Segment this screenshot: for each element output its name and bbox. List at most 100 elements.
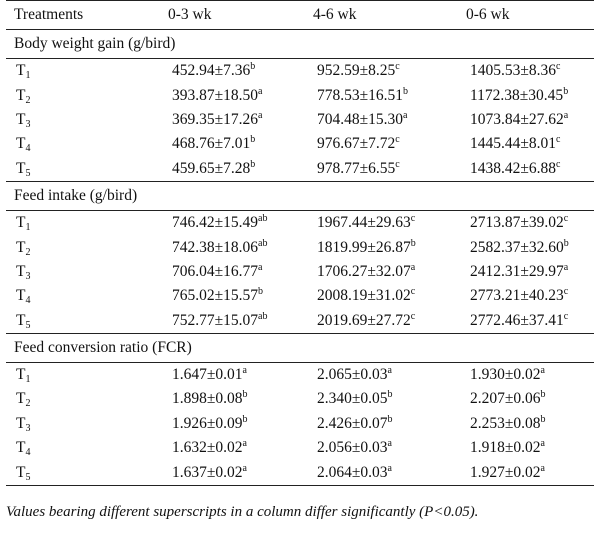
value-cell: 2.253±0.08b: [456, 412, 594, 436]
treatment-subscript: 2: [25, 246, 31, 258]
value-cell: 2.426±0.07b: [303, 412, 456, 436]
treatment-cell: T3: [6, 108, 158, 132]
mean-sd-value: 2713.87±39.02: [470, 214, 564, 232]
significance-superscript: b: [563, 85, 569, 97]
treatment-cell: T2: [6, 83, 158, 107]
mean-sd-value: 2.056±0.03: [317, 439, 388, 457]
value-cell: 459.65±7.28b: [158, 157, 303, 182]
value-cell: 2713.87±39.02c: [456, 210, 594, 235]
treatment-cell: T4: [6, 132, 158, 156]
value-cell: 1.647±0.01a: [158, 362, 303, 387]
significance-superscript: b: [540, 389, 546, 401]
table-row: T4 468.76±7.01b 976.67±7.72c 1445.44±8.01c: [6, 132, 594, 156]
table-row: T1 746.42±15.49ab 1967.44±29.63c 2713.87±39…: [6, 210, 594, 235]
significance-superscript: a: [387, 365, 392, 377]
mean-sd-value: 1438.42±6.88: [470, 159, 557, 177]
mean-sd-value: 704.48±15.30: [317, 110, 404, 128]
treatment-label: T: [16, 135, 26, 153]
mean-sd-value: 1.926±0.09: [172, 414, 243, 432]
treatment-cell: T2: [6, 235, 158, 259]
significance-superscript: a: [540, 462, 545, 474]
mean-sd-value: 752.77±15.07: [172, 311, 259, 329]
treatment-subscript: 4: [25, 143, 31, 155]
value-cell: 1.918±0.02a: [456, 436, 594, 460]
treatment-cell: T3: [6, 412, 158, 436]
mean-sd-value: 778.53±16.51: [317, 86, 404, 104]
treatment-label: T: [16, 390, 26, 408]
value-cell: 1405.53±8.36c: [456, 59, 594, 84]
treatment-subscript: 1: [25, 70, 31, 82]
table-row: T1 1.647±0.01a 2.065±0.03a 1.930±0.02a: [6, 362, 594, 387]
mean-sd-value: 1967.44±29.63: [317, 214, 411, 232]
value-cell: 778.53±16.51b: [303, 83, 456, 107]
treatment-subscript: 2: [25, 398, 31, 410]
value-cell: 1.926±0.09b: [158, 412, 303, 436]
value-cell: 2.207±0.06b: [456, 387, 594, 411]
value-cell: 369.35±17.26a: [158, 108, 303, 132]
results-table: Treatments 0-3 wk 4-6 wk 0-6 wk Body wei…: [6, 0, 594, 486]
significance-superscript: c: [556, 61, 561, 73]
treatment-subscript: 5: [25, 167, 31, 179]
table-row: T5 459.65±7.28b 978.77±6.55c 1438.42±6.88c: [6, 157, 594, 182]
significance-superscript: b: [242, 413, 248, 425]
mean-sd-value: 393.87±18.50: [172, 86, 259, 104]
mean-sd-value: 976.67±7.72: [317, 135, 396, 153]
section-title: Feed conversion ratio (FCR): [6, 332, 594, 363]
value-cell: 2.065±0.03a: [303, 362, 456, 387]
mean-sd-value: 2.340±0.05: [317, 390, 388, 408]
significance-superscript: b: [410, 237, 416, 249]
value-cell: 2.056±0.03a: [303, 436, 456, 460]
mean-sd-value: 952.59±8.25: [317, 62, 396, 80]
significance-superscript: a: [387, 438, 392, 450]
mean-sd-value: 1.637±0.02: [172, 463, 243, 481]
value-cell: 452.94±7.36b: [158, 59, 303, 84]
treatment-label: T: [16, 86, 26, 104]
mean-sd-value: 2772.46±37.41: [470, 311, 564, 329]
results-table-body: Treatments 0-3 wk 4-6 wk 0-6 wk Body wei…: [6, 0, 594, 486]
table-row: T5 752.77±15.07ab 2019.69±27.72c 2772.46±37…: [6, 309, 594, 334]
table-row: T2 742.38±18.06ab 1819.99±26.87b 2582.37±32…: [6, 235, 594, 259]
treatment-label: T: [16, 287, 26, 305]
treatment-label: T: [16, 439, 26, 457]
value-cell: 2773.21±40.23c: [456, 284, 594, 308]
footnote: Values bearing different superscripts in…: [6, 504, 479, 520]
value-cell: 765.02±15.57b: [158, 284, 303, 308]
section-title: Feed intake (g/bird): [6, 180, 594, 211]
mean-sd-value: 459.65±7.28: [172, 159, 251, 177]
table-row: T2 393.87±18.50a 778.53±16.51b 1172.38±30.4…: [6, 83, 594, 107]
significance-superscript: ab: [258, 213, 268, 225]
significance-superscript: b: [540, 413, 546, 425]
mean-sd-value: 1073.84±27.62: [470, 110, 564, 128]
treatment-cell: T4: [6, 284, 158, 308]
value-cell: 2412.31±29.97a: [456, 260, 594, 284]
significance-superscript: b: [403, 85, 409, 97]
table-row: T2 1.898±0.08b 2.340±0.05b 2.207±0.06b: [6, 387, 594, 411]
mean-sd-value: 1.632±0.02: [172, 439, 243, 457]
header-treatments: Treatments: [6, 0, 158, 30]
mean-sd-value: 452.94±7.36: [172, 62, 251, 80]
header-row: Treatments 0-3 wk 4-6 wk 0-6 wk: [6, 0, 594, 30]
treatment-label: T: [16, 159, 26, 177]
value-cell: 2772.46±37.41c: [456, 309, 594, 334]
value-cell: 1073.84±27.62a: [456, 108, 594, 132]
mean-sd-value: 1.927±0.02: [470, 463, 541, 481]
value-cell: 393.87±18.50a: [158, 83, 303, 107]
significance-superscript: a: [258, 261, 263, 273]
mean-sd-value: 1445.44±8.01: [470, 135, 557, 153]
treatment-label: T: [16, 311, 26, 329]
value-cell: 1819.99±26.87b: [303, 235, 456, 259]
significance-superscript: c: [563, 213, 569, 225]
significance-superscript: a: [563, 261, 569, 273]
mean-sd-value: 2019.69±27.72: [317, 311, 411, 329]
mean-sd-value: 2.064±0.03: [317, 463, 388, 481]
mean-sd-value: 1706.27±32.07: [317, 262, 411, 280]
table-row: T3 369.35±17.26a 704.48±15.30a 1073.84±27.6…: [6, 108, 594, 132]
mean-sd-value: 2008.19±31.02: [317, 287, 411, 305]
treatment-subscript: 5: [25, 471, 31, 483]
significance-superscript: c: [410, 286, 416, 298]
mean-sd-value: 1.898±0.08: [172, 390, 243, 408]
mean-sd-value: 2.253±0.08: [470, 414, 541, 432]
section-header-row: Feed conversion ratio (FCR): [6, 332, 594, 363]
mean-sd-value: 1819.99±26.87: [317, 238, 411, 256]
